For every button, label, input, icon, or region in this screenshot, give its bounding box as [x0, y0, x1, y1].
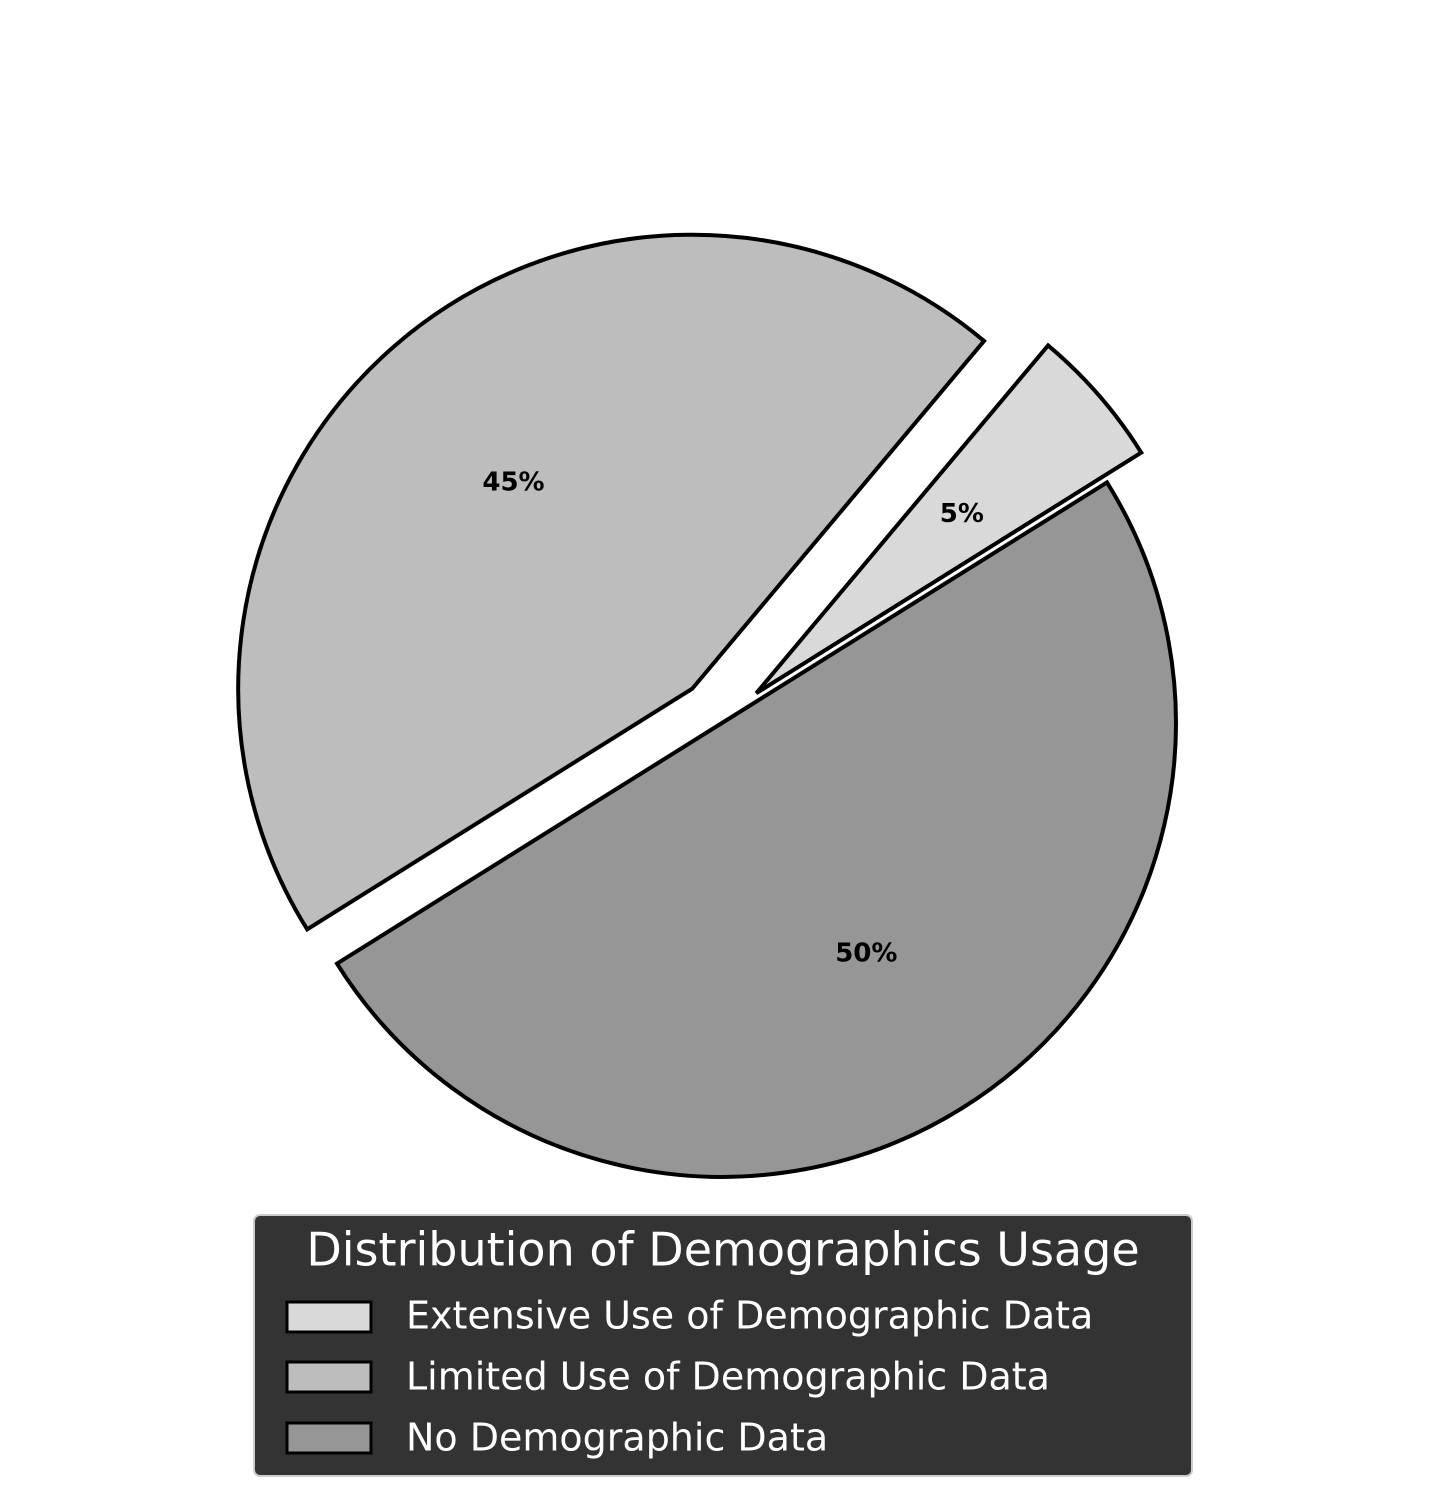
- legend-label-extensive: Extensive Use of Demographic Data: [406, 1294, 1093, 1338]
- legend-swatch-extensive: [285, 1300, 373, 1334]
- legend-background: [253, 1214, 1193, 1477]
- pie-slice-limited: [236, 232, 987, 933]
- pie-slice-none: [334, 479, 1178, 1178]
- pie-percent-labels: 5% 45% 50%: [482, 468, 984, 969]
- legend-label-limited: Limited Use of Demographic Data: [406, 1355, 1050, 1399]
- legend-item: No Demographic Data: [285, 1416, 828, 1460]
- pie-percent-label: 5%: [940, 499, 984, 529]
- legend-title: Distribution of Demographics Usage: [306, 1223, 1139, 1277]
- legend-swatch-none: [285, 1421, 373, 1455]
- legend: Distribution of Demographics Usage Exten…: [253, 1214, 1193, 1477]
- pie-percent-label: 50%: [835, 939, 897, 969]
- legend-swatch-limited: [285, 1360, 373, 1394]
- legend-item: Limited Use of Demographic Data: [285, 1355, 1050, 1399]
- pie-slices: [236, 232, 1178, 1178]
- pie-percent-label: 45%: [482, 468, 544, 498]
- legend-label-none: No Demographic Data: [406, 1416, 828, 1460]
- legend-item: Extensive Use of Demographic Data: [285, 1294, 1093, 1338]
- pie-slice-extensive: [754, 342, 1145, 695]
